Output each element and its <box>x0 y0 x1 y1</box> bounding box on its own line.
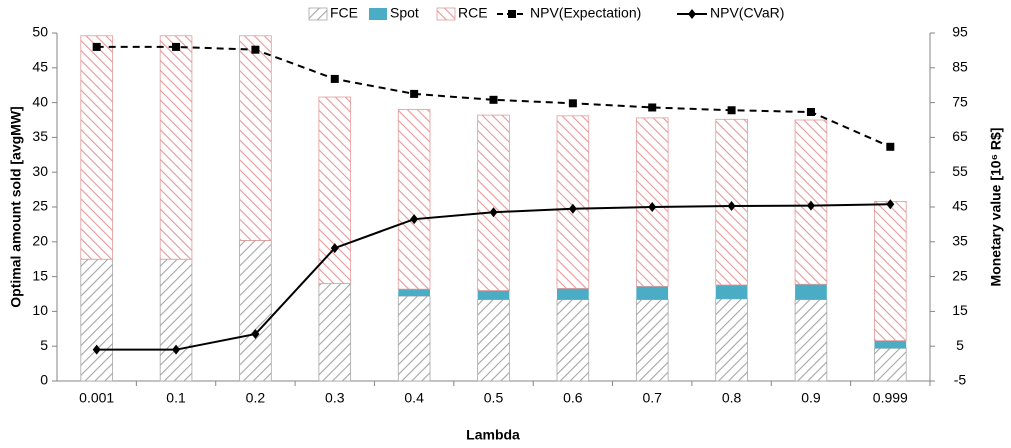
legend: FCE Spot RCE NPV(Expectation) NPV(CVaR) <box>308 5 784 21</box>
x-tick-label: 0.3 <box>325 390 345 406</box>
point-marker <box>489 207 498 218</box>
y2-tick-label: 65 <box>952 128 968 144</box>
legend-swatch <box>308 7 328 21</box>
y2-tick-label: 55 <box>952 163 968 179</box>
y-tick-label: 35 <box>32 128 48 144</box>
bar-segment <box>556 115 590 289</box>
legend-label: Spot <box>390 5 419 21</box>
point-marker <box>727 106 736 115</box>
y2-tick-label: -5 <box>954 372 967 388</box>
y-axis-title: Optimal amount sold [avgMW] <box>8 106 24 307</box>
point-marker <box>251 329 260 340</box>
y2-tick-label: 15 <box>952 302 968 318</box>
bar-segment <box>239 240 272 382</box>
y-tick-label: 30 <box>32 163 48 179</box>
line <box>96 45 891 148</box>
legend-swatch <box>369 8 387 20</box>
point-marker <box>92 42 101 51</box>
bar-segment <box>318 283 352 382</box>
x-tick-label: 0.8 <box>722 390 742 406</box>
bar-segment <box>794 299 828 382</box>
point-marker <box>648 103 657 112</box>
bar-segment <box>477 290 510 300</box>
bar-segment <box>715 284 748 299</box>
point-marker <box>251 45 260 54</box>
point-marker <box>172 42 181 51</box>
point-marker <box>568 99 577 108</box>
point-marker <box>648 202 657 212</box>
bar-segment <box>635 299 669 382</box>
bar-segment <box>159 258 193 382</box>
y-tick-label: 5 <box>40 337 48 353</box>
bar-segment <box>874 347 907 382</box>
bar-segment <box>715 298 748 382</box>
bar-segment <box>477 299 510 382</box>
point-marker <box>489 95 498 104</box>
bar-segment <box>159 35 193 260</box>
point-marker <box>330 74 339 83</box>
y-tick-label: 20 <box>32 233 48 249</box>
legend-label: FCE <box>330 5 358 21</box>
x-tick-label: 0.7 <box>642 390 662 406</box>
legend-label: RCE <box>458 5 488 21</box>
point-marker <box>806 200 815 211</box>
y2-axis-title: Monetary value [10⁶ R$] <box>988 128 1004 287</box>
y-tick-label: 25 <box>32 198 48 214</box>
bar-segment <box>239 35 272 241</box>
y2-tick-label: 85 <box>952 59 968 75</box>
y2-tick-label: 5 <box>956 337 964 353</box>
bar-segment <box>397 295 431 382</box>
y-tick-label: 40 <box>32 93 48 109</box>
point-marker <box>727 200 736 211</box>
x-tick-label: 0.6 <box>563 390 583 406</box>
legend-marker <box>508 10 516 18</box>
x-tick-label: 0.9 <box>801 390 821 406</box>
legend-marker <box>688 9 696 19</box>
x-tick-label: 0.999 <box>873 390 908 406</box>
y-tick-label: 45 <box>32 59 48 75</box>
point-marker <box>568 203 577 214</box>
bar-segment <box>874 340 907 349</box>
y-tick-label: 0 <box>40 372 48 388</box>
x-axis-title: Lambda <box>466 427 520 443</box>
bar-segment <box>397 109 431 290</box>
y2-tick-label: 25 <box>952 267 968 283</box>
y-tick-label: 50 <box>32 24 48 40</box>
bar-segment <box>795 284 827 300</box>
legend-swatch <box>436 7 456 21</box>
bar-segment <box>556 299 590 382</box>
point-marker <box>92 344 101 355</box>
bar-segment <box>398 289 431 297</box>
point-marker <box>172 344 181 355</box>
bar-segment <box>874 201 907 342</box>
y-tick-label: 10 <box>32 302 48 318</box>
bar-segment <box>636 286 669 300</box>
point-marker <box>886 199 895 210</box>
y2-tick-label: 75 <box>952 93 968 109</box>
legend-label: NPV(CVaR) <box>710 5 784 21</box>
point-marker <box>886 142 895 151</box>
y2-tick-label: 45 <box>952 198 968 214</box>
y-tick-label: 15 <box>32 267 48 283</box>
bar-segment <box>477 114 510 291</box>
point-marker <box>410 89 419 98</box>
y2-tick-label: 35 <box>952 233 968 249</box>
bar-segment <box>556 288 589 300</box>
point-marker <box>410 214 419 225</box>
y2-tick-label: 95 <box>952 24 968 40</box>
x-tick-label: 0.5 <box>484 390 504 406</box>
x-tick-label: 0.001 <box>79 390 114 406</box>
bar-segment <box>80 258 113 382</box>
point-marker <box>806 107 815 116</box>
point-marker <box>330 243 339 254</box>
x-tick-label: 0.2 <box>246 390 266 406</box>
x-tick-label: 0.1 <box>166 390 186 406</box>
bar-segment <box>80 35 113 260</box>
bar-segment <box>318 96 352 284</box>
legend-label: NPV(Expectation) <box>530 5 641 21</box>
x-tick-label: 0.4 <box>404 390 424 406</box>
